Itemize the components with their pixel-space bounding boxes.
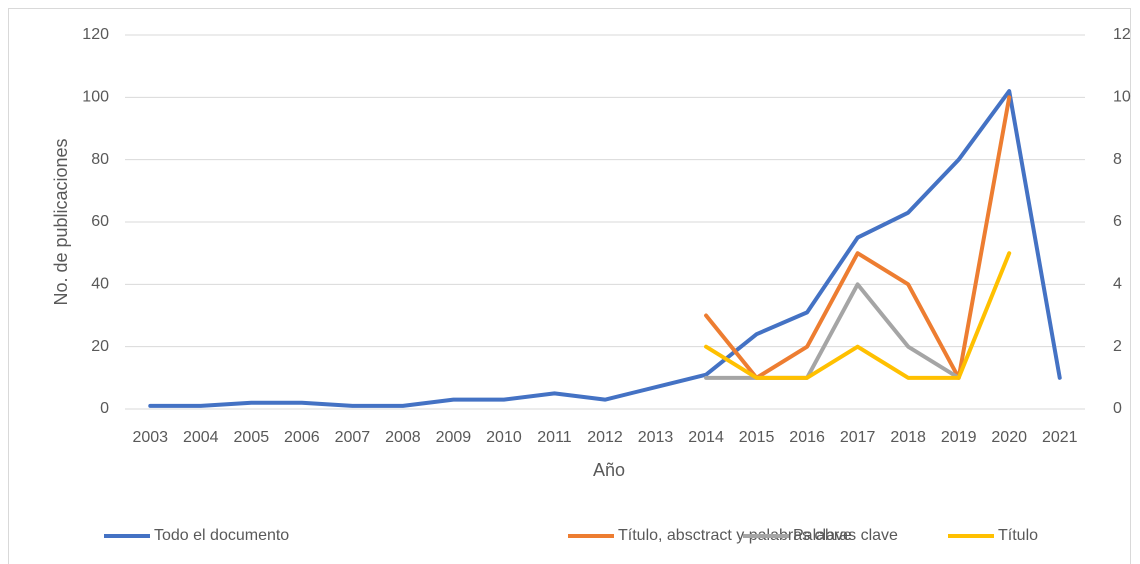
y2-tick-label: 2 [1113,338,1122,355]
y2-tick-label: 12 [1113,26,1131,43]
x-tick-label: 2006 [284,429,320,446]
series-line [704,282,961,380]
x-axis-title: Año [593,460,625,480]
y-axis-title: No. de publicaciones [51,138,71,305]
x-tick-label: 2008 [385,429,421,446]
x-tick-label: 2003 [132,429,168,446]
legend-label: Palabras clave [793,527,898,544]
x-tick-label: 2012 [587,429,623,446]
chart-border [8,8,1131,564]
x-tick-label: 2009 [436,429,472,446]
y-tick-label: 40 [91,276,109,293]
y-tick-label: 60 [91,213,109,230]
y-tick-label: 120 [82,26,109,43]
legend-label: Todo el documento [154,527,289,544]
y2-tick-label: 8 [1113,151,1122,168]
series-line [148,89,1062,408]
x-tick-label: 2019 [941,429,977,446]
x-tick-label: 2020 [991,429,1027,446]
x-tick-label: 2016 [789,429,825,446]
y2-tick-label: 6 [1113,213,1122,230]
x-tick-label: 2013 [638,429,674,446]
y-tick-label: 0 [100,400,109,417]
y2-tick-label: 0 [1113,400,1122,417]
y-tick-label: 80 [91,151,109,168]
x-tick-label: 2010 [486,429,522,446]
x-tick-label: 2021 [1042,429,1078,446]
x-tick-label: 2014 [688,429,724,446]
x-tick-label: 2015 [739,429,775,446]
x-tick-label: 2011 [537,429,572,446]
x-tick-label: 2004 [183,429,219,446]
legend-label: Título, absctract y palabras clave [618,527,852,544]
x-tick-label: 2005 [234,429,270,446]
series-line [704,251,1012,380]
x-tick-label: 2007 [335,429,371,446]
x-tick-label: 2017 [840,429,876,446]
y2-tick-label: 10 [1113,89,1131,106]
y-tick-label: 100 [82,89,109,106]
x-tick-label: 2018 [890,429,926,446]
y2-tick-label: 4 [1113,276,1122,293]
legend-label: Título [998,527,1038,544]
y-tick-label: 20 [91,338,109,355]
